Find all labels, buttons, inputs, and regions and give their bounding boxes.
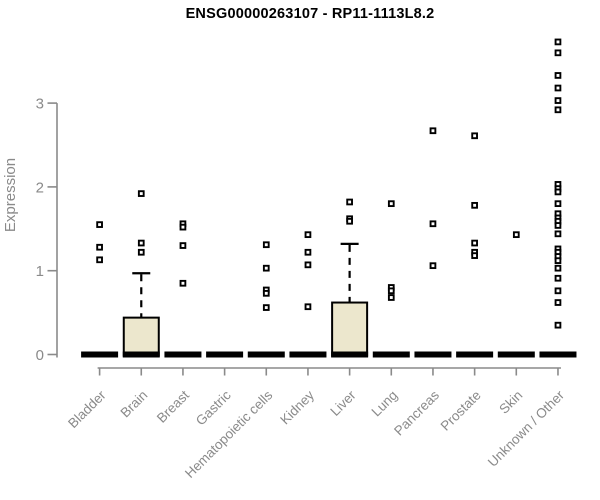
outlier-point (554, 38, 562, 46)
outlier-point (137, 239, 145, 247)
outlier-point (554, 274, 562, 282)
outlier-point (96, 243, 103, 251)
x-category-label: Prostate (438, 388, 484, 434)
x-category-label: Unknown / Other (485, 387, 568, 470)
median-zero-bar (539, 351, 577, 358)
y-tick-label: 3 (36, 96, 44, 113)
outlier-point (554, 321, 562, 329)
outlier-point (304, 248, 312, 256)
outlier-point (429, 127, 437, 135)
outlier-point (262, 241, 270, 249)
median-zero-bar (372, 351, 410, 358)
median-zero-bar (497, 351, 535, 358)
median-zero-bar (122, 351, 160, 358)
median-zero-bar (247, 351, 285, 358)
outlier-point (262, 289, 270, 297)
y-tick-label: 1 (36, 263, 44, 280)
box-iqr (331, 301, 369, 357)
outlier-point (512, 231, 520, 239)
x-category-label: Liver (327, 387, 359, 419)
outlier-point (137, 248, 145, 256)
outlier-point (304, 261, 312, 269)
outlier-point (387, 200, 395, 208)
outlier-point (429, 262, 437, 270)
outlier-point (387, 294, 395, 301)
outlier-point (471, 252, 478, 259)
x-category-label: Breast (154, 387, 192, 425)
outlier-point (96, 256, 103, 264)
x-category-label: Bladder (65, 387, 109, 431)
outlier-point (304, 303, 312, 311)
median-zero-bar (206, 351, 244, 358)
outlier-point (554, 287, 562, 295)
outlier-point (554, 299, 562, 306)
outlier-point (554, 188, 562, 196)
outlier-point (554, 264, 562, 272)
outlier-point (179, 223, 187, 231)
x-category-label: Skin (496, 388, 525, 417)
median-zero-bar (456, 351, 494, 358)
median-zero-bar (289, 351, 327, 358)
outlier-point (554, 106, 562, 114)
median-zero-bar (81, 351, 119, 358)
outlier-point (179, 242, 187, 249)
median-zero-bar (414, 351, 452, 358)
outlier-point (554, 72, 562, 79)
x-category-label: Brain (117, 388, 150, 421)
outlier-point (554, 200, 562, 208)
outlier-point (471, 201, 478, 209)
median-zero-bar (331, 351, 369, 358)
y-tick-label: 2 (36, 179, 44, 196)
outlier-point (304, 231, 312, 239)
outlier-point (346, 198, 353, 206)
x-category-label: Kidney (277, 387, 317, 427)
outlier-point (387, 287, 395, 295)
outlier-point (554, 97, 562, 104)
outlier-point (179, 279, 187, 287)
outlier-point (262, 304, 270, 311)
outlier-point (346, 217, 353, 225)
x-category-label: Gastric (193, 387, 234, 428)
outlier-point (262, 264, 270, 272)
outlier-point (554, 49, 562, 57)
outlier-point (554, 257, 562, 264)
outlier-point (429, 220, 437, 228)
chart-title: ENSG00000263107 - RP11-1113L8.2 (185, 6, 435, 22)
outlier-point (471, 132, 478, 140)
outlier-point (471, 239, 478, 247)
outlier-point (96, 221, 103, 228)
y-tick-label: 0 (36, 347, 44, 364)
x-category-label: Lung (369, 388, 401, 420)
box-iqr (122, 316, 160, 357)
x-category-label: Pancreas (391, 387, 442, 438)
outlier-point (137, 190, 145, 197)
y-axis-title: Expression (2, 158, 19, 232)
outlier-point (554, 222, 562, 229)
median-zero-bar (164, 351, 202, 358)
outlier-point (554, 230, 562, 238)
outlier-point (554, 84, 562, 92)
